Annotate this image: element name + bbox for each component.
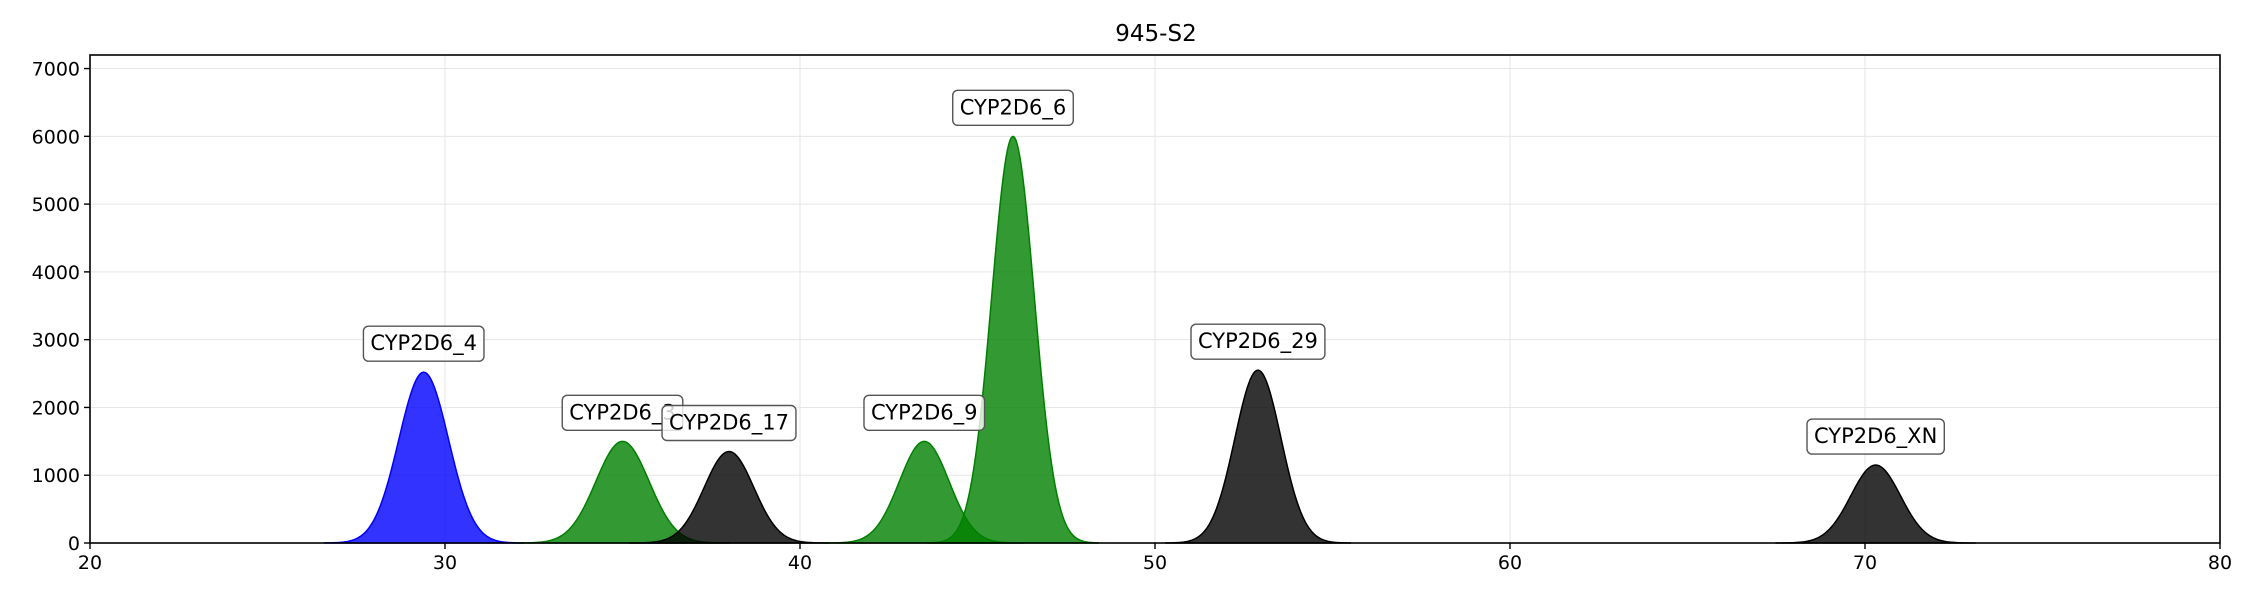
peak-label-CYP2D6_9: CYP2D6_9 xyxy=(863,394,986,432)
x-tick-label: 80 xyxy=(2208,552,2232,574)
y-tick-label: 4000 xyxy=(32,262,80,284)
peak-label-text: CYP2D6_29 xyxy=(1198,329,1318,354)
y-tick-label: 1000 xyxy=(32,465,80,487)
peak-label-box xyxy=(1190,323,1326,360)
peak-label-text: CYP2D6_3 xyxy=(569,400,676,425)
peak-label-CYP2D6_29: CYP2D6_29 xyxy=(1190,323,1326,360)
chart-title: 945-S2 xyxy=(1115,21,1196,47)
peak-label-text: CYP2D6_XN xyxy=(1814,424,1937,449)
x-tick-label: 20 xyxy=(78,552,102,574)
x-tick-label: 70 xyxy=(1853,552,1877,574)
peak-CYP2D6_XN xyxy=(1775,464,1976,544)
x-tick-label: 50 xyxy=(1143,552,1167,574)
peak-label-CYP2D6_3: CYP2D6_3 xyxy=(561,394,684,432)
peak-label-box xyxy=(863,394,986,432)
peak-label-text: CYP2D6_17 xyxy=(669,411,789,436)
peak-label-box xyxy=(362,325,485,362)
peak-label-box xyxy=(1806,418,1945,455)
peak-label-box xyxy=(661,404,797,442)
peak-CYP2D6_29 xyxy=(1164,369,1351,544)
peak-label-CYP2D6_6: CYP2D6_6 xyxy=(952,89,1074,127)
y-tick-label: 6000 xyxy=(32,126,80,148)
peak-label-CYP2D6_17: CYP2D6_17 xyxy=(661,404,797,442)
peak-CYP2D6_6 xyxy=(927,135,1099,544)
peak-label-CYP2D6_4: CYP2D6_4 xyxy=(362,325,485,362)
y-tick-label: 0 xyxy=(68,533,80,555)
x-tick-label: 40 xyxy=(788,552,812,574)
peaks xyxy=(323,135,1976,544)
peak-label-CYP2D6_XN: CYP2D6_XN xyxy=(1806,418,1945,455)
peak-label-text: CYP2D6_9 xyxy=(871,400,978,425)
x-tick-label: 30 xyxy=(433,552,457,574)
peak-label-box xyxy=(952,89,1074,127)
y-tick-label: 7000 xyxy=(32,59,80,81)
peak-label-text: CYP2D6_6 xyxy=(960,95,1067,120)
peak-CYP2D6_4 xyxy=(323,371,524,544)
y-tick-label: 3000 xyxy=(32,330,80,352)
peak-label-text: CYP2D6_4 xyxy=(370,331,477,356)
y-tick-label: 2000 xyxy=(32,397,80,419)
x-tick-label: 60 xyxy=(1498,552,1522,574)
y-tick-label: 5000 xyxy=(32,194,80,216)
peak-CYP2D6_17 xyxy=(628,450,830,544)
axes: 20 30 40 50 60 70 80 0 1000 2000 3000 4000 5000 6000 7… xyxy=(32,54,2232,574)
